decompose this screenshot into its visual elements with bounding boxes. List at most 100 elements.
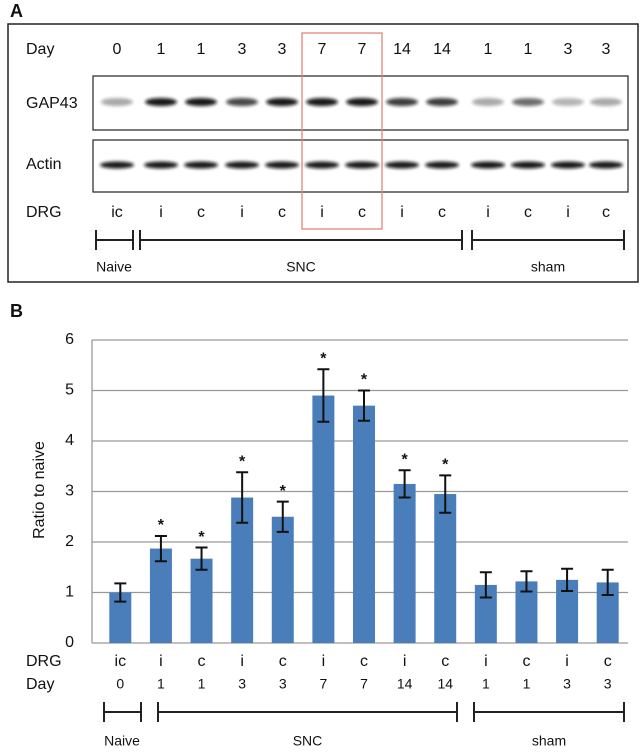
lane-drg: ic bbox=[111, 204, 123, 221]
lane-drg: c bbox=[278, 204, 286, 221]
x-day-label: 1 bbox=[523, 676, 531, 692]
y-tick-label: 3 bbox=[65, 483, 74, 500]
group-label: sham bbox=[531, 259, 565, 275]
actin-band bbox=[100, 161, 134, 169]
bar bbox=[474, 584, 497, 643]
group-bracket bbox=[157, 702, 458, 722]
panel-frame bbox=[7, 23, 639, 283]
bar bbox=[515, 581, 538, 643]
group-label: sham bbox=[532, 733, 566, 749]
x-tick-label: c bbox=[441, 653, 449, 670]
gap43-band bbox=[426, 98, 458, 106]
y-tick-label: 2 bbox=[65, 533, 74, 550]
error-bar bbox=[236, 471, 249, 524]
error-bar bbox=[154, 534, 167, 563]
bar bbox=[353, 405, 375, 643]
lane-day: 1 bbox=[484, 41, 493, 58]
error-bar bbox=[398, 469, 411, 499]
lane-day: 3 bbox=[564, 41, 573, 58]
error-bar bbox=[520, 570, 533, 593]
x-day-label: 3 bbox=[563, 676, 571, 692]
actin-band bbox=[511, 161, 545, 169]
gap43-band bbox=[472, 98, 504, 106]
highlight-box bbox=[301, 32, 383, 230]
panel-label: A bbox=[10, 1, 23, 21]
x-day-label: 3 bbox=[238, 676, 246, 692]
x-day-label: 1 bbox=[198, 676, 206, 692]
lane-day: 1 bbox=[524, 41, 533, 58]
significance-mark: * bbox=[442, 457, 449, 474]
significance-mark: * bbox=[320, 351, 327, 368]
group-bracket bbox=[471, 230, 625, 250]
actin-band bbox=[471, 161, 505, 169]
gap43-band bbox=[306, 98, 338, 106]
lane-drg: c bbox=[602, 204, 610, 221]
x-tick-label: i bbox=[159, 653, 163, 670]
group-label: SNC bbox=[286, 259, 316, 275]
lane-day: 1 bbox=[157, 41, 166, 58]
significance-mark: * bbox=[401, 452, 408, 469]
gap43-band bbox=[226, 98, 258, 106]
y-axis-label: Ratio to naive bbox=[31, 441, 48, 539]
row-label: Day bbox=[26, 676, 54, 693]
actin-band bbox=[589, 161, 623, 169]
bar bbox=[190, 558, 213, 643]
lane-day: 14 bbox=[393, 41, 411, 58]
actin-band bbox=[345, 161, 379, 169]
gap43-band bbox=[185, 98, 217, 106]
x-day-label: 7 bbox=[360, 676, 368, 692]
actin-band bbox=[385, 161, 419, 169]
lane-drg: c bbox=[438, 204, 446, 221]
y-tick-label: 5 bbox=[65, 382, 74, 399]
actin-band bbox=[425, 161, 459, 169]
group-label: Naive bbox=[96, 259, 132, 275]
significance-mark: * bbox=[198, 529, 205, 546]
lane-drg: i bbox=[400, 204, 404, 221]
lane-day: 0 bbox=[113, 41, 122, 58]
x-day-label: 3 bbox=[279, 676, 287, 692]
x-day-label: 0 bbox=[116, 676, 124, 692]
bar bbox=[596, 582, 619, 643]
significance-mark: * bbox=[239, 454, 246, 471]
bar bbox=[556, 579, 579, 643]
actin-band bbox=[305, 161, 339, 169]
x-day-label: 1 bbox=[482, 676, 490, 692]
gap43-band bbox=[590, 98, 622, 106]
error-bar bbox=[276, 500, 289, 533]
lane-drg: i bbox=[159, 204, 163, 221]
group-bracket bbox=[103, 702, 142, 722]
significance-mark: * bbox=[158, 517, 165, 534]
gap43-band bbox=[101, 98, 133, 106]
panel-label: B bbox=[10, 301, 23, 321]
error-bar bbox=[114, 582, 127, 603]
error-bar bbox=[601, 568, 614, 597]
lane-day: 1 bbox=[197, 41, 206, 58]
row-label: DRG bbox=[26, 204, 62, 221]
bar bbox=[434, 494, 457, 643]
x-tick-label: c bbox=[604, 653, 612, 670]
x-tick-label: c bbox=[522, 653, 530, 670]
gap43-band bbox=[552, 98, 584, 106]
x-tick-label: c bbox=[360, 653, 368, 670]
y-tick-label: 6 bbox=[65, 331, 74, 348]
group-bracket bbox=[473, 702, 625, 722]
actin-band bbox=[144, 161, 178, 169]
y-tick-label: 0 bbox=[65, 634, 74, 651]
lane-drg: i bbox=[566, 204, 570, 221]
actin-band bbox=[184, 161, 218, 169]
x-day-label: 7 bbox=[319, 676, 327, 692]
x-tick-label: i bbox=[484, 653, 488, 670]
group-label: SNC bbox=[293, 733, 323, 749]
x-tick-label: c bbox=[279, 653, 287, 670]
x-tick-label: ic bbox=[115, 653, 127, 670]
y-tick-label: 4 bbox=[65, 432, 74, 449]
group-label: Naive bbox=[104, 733, 140, 749]
lane-day: 3 bbox=[238, 41, 247, 58]
x-day-label: 14 bbox=[437, 676, 453, 692]
gap43-band bbox=[386, 98, 418, 106]
gap43-band bbox=[145, 98, 177, 106]
error-bar bbox=[358, 389, 370, 422]
significance-mark: * bbox=[280, 483, 287, 500]
